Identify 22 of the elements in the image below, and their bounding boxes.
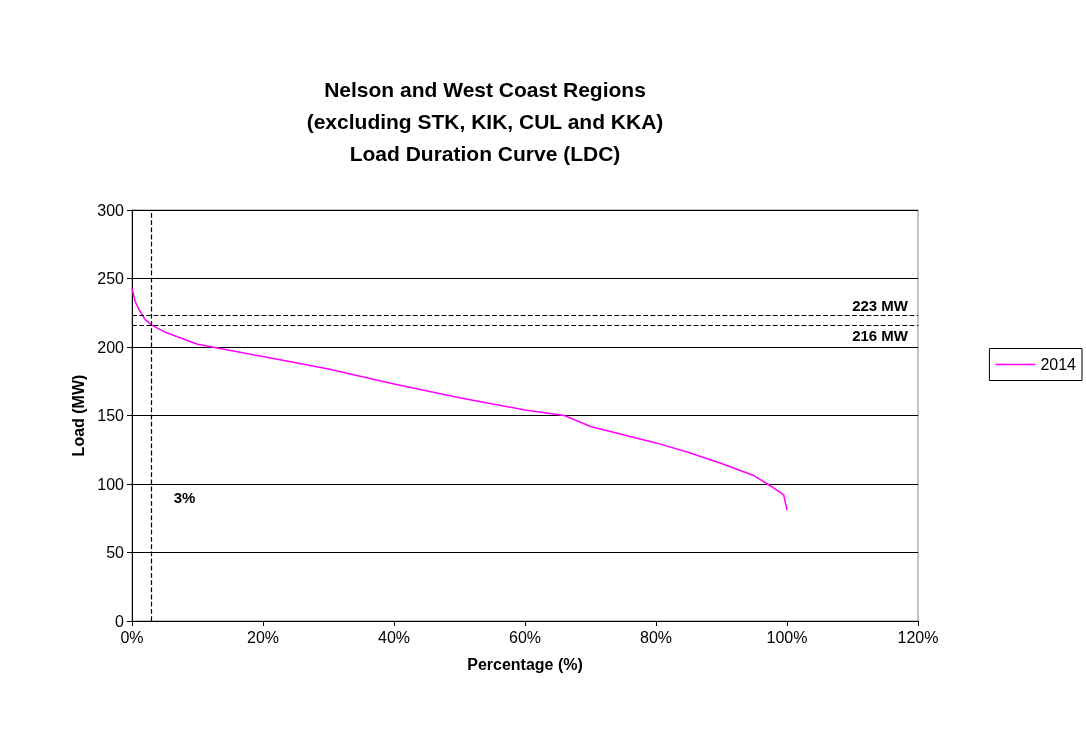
y-tick-label: 200 [97, 338, 125, 356]
x-tick-label: 80% [639, 628, 673, 646]
x-axis-title: Percentage (%) [467, 655, 583, 673]
x-tick-label: 100% [766, 628, 808, 646]
x-tick-label: 120% [897, 628, 939, 646]
y-axis-title: Load (MW) [69, 374, 87, 457]
ref-line-label: 216 MW [852, 327, 909, 345]
line-series [131, 287, 788, 511]
ref-line-label: 223 MW [852, 297, 909, 315]
x-tick-label: 60% [508, 628, 542, 646]
y-tick-label: 300 [97, 201, 125, 219]
x-tick-label: 40% [377, 628, 411, 646]
ref-line-label: 3% [173, 489, 196, 507]
x-tick-label: 20% [246, 628, 280, 646]
legend-label: 2014 [1040, 356, 1077, 373]
y-tick-label: 50 [106, 544, 125, 561]
y-tick-label: 100 [97, 475, 125, 493]
x-tick-label: 0% [120, 628, 144, 646]
y-tick-label: 150 [97, 407, 125, 424]
y-tick-label: 0 [115, 612, 125, 630]
chart-title: Nelson and West Coast Regions (excluding STK, KIK, CUL and KKA) Load Duration Curve (LDC) [306, 77, 664, 165]
y-tick-label: 250 [97, 270, 125, 287]
